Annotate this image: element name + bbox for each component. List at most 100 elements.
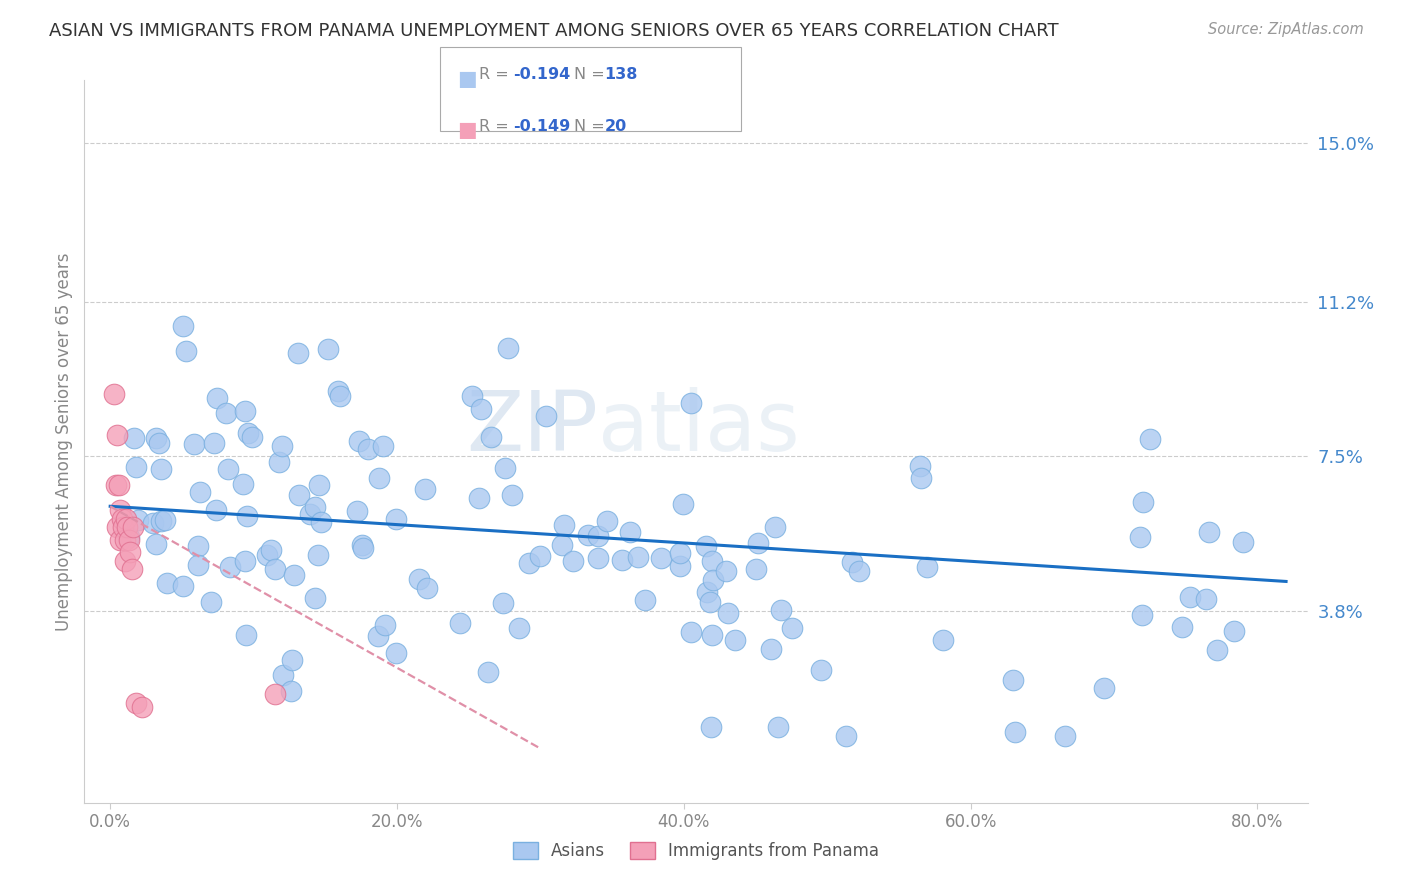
- Point: [352, 541, 374, 556]
- Point: [681, 396, 703, 410]
- Point: [118, 533, 141, 547]
- Point: [586, 551, 609, 566]
- Point: [612, 552, 634, 566]
- Point: [308, 477, 330, 491]
- Point: [596, 514, 619, 528]
- Text: 20: 20: [605, 119, 627, 134]
- Point: [681, 624, 703, 639]
- Point: [349, 434, 371, 448]
- Point: [183, 436, 205, 450]
- Point: [187, 540, 209, 554]
- Point: [562, 554, 585, 568]
- Point: [150, 514, 173, 528]
- Point: [326, 384, 349, 398]
- Text: atlas: atlas: [598, 386, 800, 467]
- Point: [309, 516, 332, 530]
- Point: [492, 597, 515, 611]
- Point: [534, 409, 557, 423]
- Point: [122, 520, 145, 534]
- Point: [745, 562, 768, 576]
- Point: [931, 633, 953, 648]
- Text: N =: N =: [574, 119, 610, 134]
- Point: [269, 455, 291, 469]
- Text: ZIP: ZIP: [467, 386, 598, 467]
- Point: [217, 462, 239, 476]
- Point: [156, 575, 179, 590]
- Point: [915, 560, 938, 574]
- Point: [1139, 433, 1161, 447]
- Point: [551, 538, 574, 552]
- Point: [848, 564, 870, 578]
- Point: [766, 720, 789, 734]
- Point: [699, 595, 721, 609]
- Point: [702, 573, 724, 587]
- Point: [304, 500, 326, 514]
- Point: [634, 592, 657, 607]
- Point: [763, 519, 786, 533]
- Point: [1132, 495, 1154, 509]
- Point: [117, 530, 139, 544]
- Point: [374, 618, 396, 632]
- Point: [696, 584, 718, 599]
- Point: [172, 579, 194, 593]
- Point: [233, 554, 256, 568]
- Point: [114, 553, 136, 567]
- Point: [125, 459, 148, 474]
- Text: R =: R =: [479, 67, 515, 82]
- Point: [236, 508, 259, 523]
- Point: [103, 386, 125, 401]
- Point: [307, 548, 329, 562]
- Point: [1092, 681, 1115, 695]
- Point: [1129, 530, 1152, 544]
- Point: [717, 606, 740, 620]
- Point: [759, 641, 782, 656]
- Point: [117, 520, 139, 534]
- Point: [112, 520, 135, 534]
- Point: [121, 562, 143, 576]
- Point: [329, 389, 352, 403]
- Point: [408, 572, 430, 586]
- Point: [413, 482, 436, 496]
- Point: [702, 628, 724, 642]
- Point: [1132, 607, 1154, 622]
- Point: [280, 684, 302, 698]
- Point: [373, 439, 395, 453]
- Point: [910, 471, 932, 485]
- Text: -0.149: -0.149: [513, 119, 571, 134]
- Point: [316, 342, 339, 356]
- Point: [576, 528, 599, 542]
- Text: N =: N =: [574, 67, 610, 82]
- Point: [111, 512, 134, 526]
- Point: [287, 488, 309, 502]
- Point: [1198, 525, 1220, 540]
- Point: [695, 539, 717, 553]
- Point: [114, 533, 136, 547]
- Point: [385, 646, 408, 660]
- Point: [108, 503, 131, 517]
- Point: [260, 543, 283, 558]
- Point: [496, 341, 519, 355]
- Point: [232, 476, 254, 491]
- Point: [145, 537, 167, 551]
- Point: [298, 508, 321, 522]
- Y-axis label: Unemployment Among Seniors over 65 years: Unemployment Among Seniors over 65 years: [55, 252, 73, 631]
- Point: [304, 591, 326, 606]
- Text: ■: ■: [457, 69, 477, 88]
- Point: [236, 425, 259, 440]
- Point: [205, 503, 228, 517]
- Point: [104, 478, 127, 492]
- Point: [187, 558, 209, 573]
- Point: [188, 484, 211, 499]
- Point: [352, 538, 374, 552]
- Point: [125, 696, 148, 710]
- Point: [723, 632, 745, 647]
- Point: [105, 520, 128, 534]
- Point: [1195, 592, 1218, 607]
- Point: [280, 653, 302, 667]
- Point: [1206, 643, 1229, 657]
- Point: [141, 516, 163, 530]
- Point: [202, 436, 225, 450]
- Point: [1001, 673, 1024, 687]
- Point: [770, 603, 793, 617]
- Point: [479, 430, 502, 444]
